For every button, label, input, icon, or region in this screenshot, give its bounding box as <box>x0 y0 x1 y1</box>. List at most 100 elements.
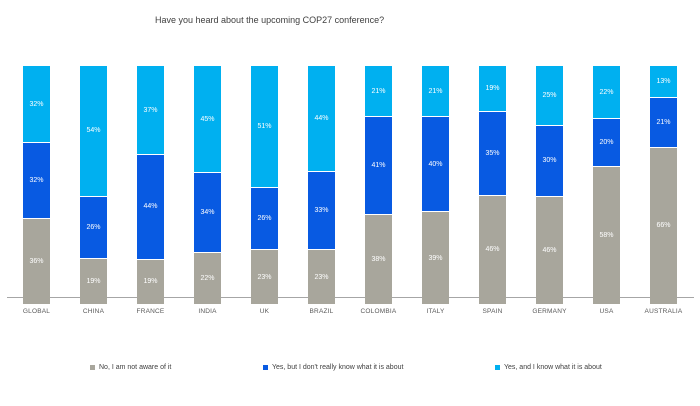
x-axis-line <box>7 297 694 298</box>
chart-title: Have you heard about the upcoming COP27 … <box>155 15 385 25</box>
x-axis-label: INDIA <box>198 308 217 315</box>
data-label: 39% <box>428 254 443 262</box>
x-axis-label: AUSTRALIA <box>644 308 683 315</box>
bar-segment: 26% <box>80 195 107 259</box>
x-axis-label: GLOBAL <box>22 308 51 315</box>
bar-segment: 21% <box>650 96 677 147</box>
bar-segment: 20% <box>593 118 620 166</box>
data-label: 21% <box>371 87 386 95</box>
bar-segment: 32% <box>23 66 50 143</box>
legend-label-know-about: Yes, and I know what it is about <box>504 364 602 371</box>
bar-column-india: 22% 34% 45% INDIA <box>179 66 236 315</box>
bar-segment: 40% <box>422 116 449 212</box>
legend-swatch-gray-icon <box>90 365 95 370</box>
bar-column-global: 36% 32% 32% GLOBAL <box>8 66 65 315</box>
bar-column-spain: 46% 35% 19% SPAIN <box>464 66 521 315</box>
data-label: 22% <box>200 275 215 283</box>
data-label: 19% <box>485 85 500 93</box>
bar-segment: 46% <box>536 195 563 304</box>
legend-item-know-about: Yes, and I know what it is about <box>495 364 602 371</box>
legend-label-not-aware: No, I am not aware of it <box>99 364 172 371</box>
bar-column-china: 19% 26% 54% CHINA <box>65 66 122 315</box>
data-label: 30% <box>542 157 557 165</box>
x-axis-label: SPAIN <box>482 308 503 315</box>
data-label: 26% <box>86 224 101 232</box>
bar-segment: 44% <box>308 66 335 171</box>
bar-segment: 39% <box>422 211 449 304</box>
data-label: 21% <box>428 87 443 95</box>
bar-segment: 34% <box>194 172 221 253</box>
data-label: 23% <box>257 273 272 281</box>
bar-segment: 38% <box>365 213 392 304</box>
bar-segment: 19% <box>137 258 164 304</box>
data-label: 58% <box>599 231 614 239</box>
bar-segment: 23% <box>251 249 278 304</box>
bar-segment: 23% <box>308 249 335 304</box>
bar-segment: 32% <box>23 142 50 219</box>
x-axis-label: CHINA <box>82 308 105 315</box>
bar-segment: 22% <box>194 252 221 304</box>
data-label: 32% <box>29 100 44 108</box>
bar-segment: 13% <box>650 66 677 97</box>
bar-column-brazil: 23% 33% 44% BRAZIL <box>293 66 350 315</box>
x-axis-label: ITALY <box>426 308 445 315</box>
legend-label-heard-not-know: Yes, but I don't really know what it is … <box>272 364 404 371</box>
legend-item-not-aware: No, I am not aware of it <box>90 364 171 371</box>
data-label: 13% <box>656 77 671 85</box>
bar-segment: 36% <box>23 218 50 304</box>
stacked-bar: 58% 20% 22% <box>593 66 620 304</box>
stacked-bar: 46% 30% 25% <box>536 66 563 304</box>
data-label: 46% <box>485 246 500 254</box>
data-label: 20% <box>599 139 614 147</box>
stacked-bar: 38% 41% 21% <box>365 66 392 304</box>
bar-column-germany: 46% 30% 25% GERMANY <box>521 66 578 315</box>
legend-item-heard-not-know: Yes, but I don't really know what it is … <box>263 364 403 371</box>
stacked-bar: 22% 34% 45% <box>194 66 221 304</box>
x-axis-label: BRAZIL <box>309 308 334 315</box>
stacked-bar: 19% 26% 54% <box>80 66 107 304</box>
data-label: 35% <box>485 149 500 157</box>
bar-segment: 33% <box>308 170 335 250</box>
bar-column-usa: 58% 20% 22% USA <box>578 66 635 315</box>
data-label: 21% <box>656 118 671 126</box>
bar-column-france: 19% 44% 37% FRANCE <box>122 66 179 315</box>
x-axis-label: COLOMBIA <box>360 308 397 315</box>
bar-segment: 66% <box>650 146 677 304</box>
legend-swatch-dark-blue-icon <box>263 365 268 370</box>
stacked-bar: 66% 21% 13% <box>650 66 677 304</box>
bar-segment: 25% <box>536 66 563 125</box>
x-axis-label: GERMANY <box>532 308 567 315</box>
bar-segment: 30% <box>536 124 563 196</box>
bar-segment: 46% <box>479 194 506 304</box>
bar-column-uk: 23% 26% 51% UK <box>236 66 293 315</box>
data-label: 22% <box>599 88 614 96</box>
bars-container: 36% 32% 32% GLOBAL 19% 26% 54% CHINA 19% 44% 37% FR… <box>8 66 692 315</box>
data-label: 19% <box>143 278 158 286</box>
bar-segment: 19% <box>80 258 107 304</box>
data-label: 23% <box>314 273 329 281</box>
bar-segment: 19% <box>479 66 506 112</box>
stacked-bar: 23% 33% 44% <box>308 66 335 304</box>
data-label: 34% <box>200 209 215 217</box>
data-label: 46% <box>542 246 557 254</box>
stacked-bar: 23% 26% 51% <box>251 66 278 304</box>
x-axis-label: FRANCE <box>136 308 165 315</box>
stacked-bar: 39% 40% 21% <box>422 66 449 304</box>
bar-segment: 45% <box>194 66 221 173</box>
bar-segment: 51% <box>251 66 278 188</box>
bar-column-italy: 39% 40% 21% ITALY <box>407 66 464 315</box>
data-label: 33% <box>314 207 329 214</box>
x-axis-label: UK <box>259 308 270 315</box>
bar-segment: 54% <box>80 66 107 196</box>
data-label: 25% <box>542 91 557 99</box>
bar-segment: 21% <box>365 66 392 116</box>
data-label: 45% <box>200 115 215 123</box>
stacked-bar: 19% 44% 37% <box>137 66 164 304</box>
bar-segment: 41% <box>365 115 392 214</box>
bar-segment: 44% <box>137 154 164 259</box>
data-label: 66% <box>656 222 671 230</box>
data-label: 36% <box>29 258 44 266</box>
data-label: 26% <box>257 215 272 223</box>
data-label: 19% <box>86 278 101 286</box>
